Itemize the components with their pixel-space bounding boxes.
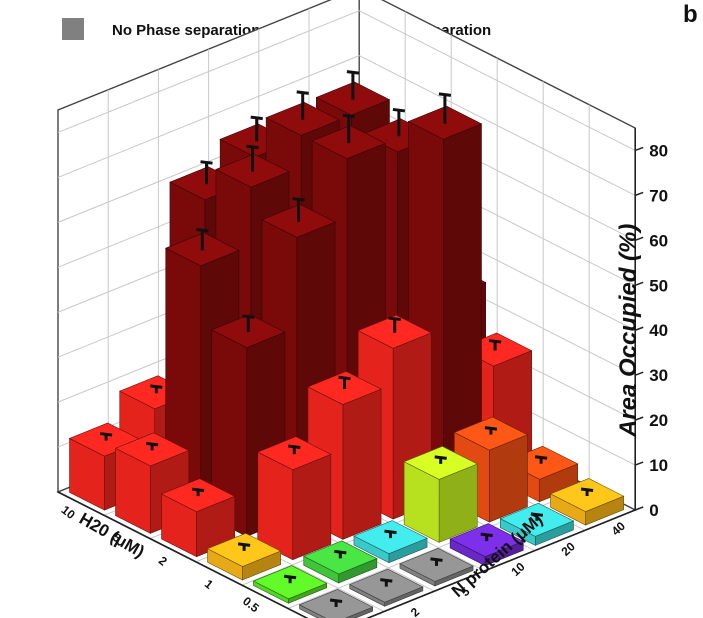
z-tick-label: 60 xyxy=(649,231,668,250)
error-bar-cap xyxy=(392,107,406,113)
error-bar-cap xyxy=(380,578,393,583)
bar xyxy=(298,589,374,618)
z-tick-mark xyxy=(634,281,644,286)
bar xyxy=(206,533,282,581)
bar xyxy=(499,502,575,546)
bar xyxy=(449,523,524,567)
error-bar-cap xyxy=(246,144,259,150)
z-tick-label: 40 xyxy=(649,321,668,340)
z-tick-mark xyxy=(634,416,644,421)
error-bar-cap xyxy=(484,426,498,431)
error-bar-cap xyxy=(388,316,401,322)
error-bar-cap xyxy=(196,228,209,233)
z-tick-label: 70 xyxy=(649,186,668,205)
y-tick-label: 40 xyxy=(609,519,629,539)
no-phase-legend-swatch xyxy=(62,18,84,40)
y-axis-line xyxy=(365,509,636,618)
error-bar-cap xyxy=(342,113,355,119)
error-bar-cap xyxy=(250,115,263,121)
bar xyxy=(453,416,529,523)
error-bar-cap xyxy=(150,384,163,389)
z-tick-label: 50 xyxy=(649,276,668,295)
bar-side-face xyxy=(292,453,332,561)
x-tick-label: 1 xyxy=(202,577,216,592)
x-tick-label: 10 xyxy=(59,503,78,522)
error-bar-cap xyxy=(534,455,548,460)
error-bar-cap xyxy=(438,92,452,97)
z-axis-title: Area Occupied (%) xyxy=(615,224,642,438)
z-tick-mark xyxy=(634,236,644,242)
bar xyxy=(403,445,478,543)
error-bar-cap xyxy=(334,549,347,555)
y-tick-label: 2 xyxy=(408,604,423,618)
error-bar-cap xyxy=(530,512,544,517)
z-tick-mark xyxy=(634,461,644,466)
z-tick-mark xyxy=(634,506,644,511)
y-tick-label: 10 xyxy=(508,559,528,579)
error-bar-cap xyxy=(145,441,159,447)
bar xyxy=(399,548,474,587)
bar xyxy=(160,478,236,558)
y-tick-label: 20 xyxy=(559,539,579,559)
panel-label: b xyxy=(683,1,698,28)
z-tick-label: 10 xyxy=(649,456,668,475)
error-bar-cap xyxy=(338,375,351,381)
error-bar-cap xyxy=(384,529,397,535)
no-phase-legend-label: No Phase separation xyxy=(112,22,260,39)
bar-side-face xyxy=(342,388,382,540)
x-axis-line xyxy=(57,491,309,618)
z-tick-label: 30 xyxy=(649,366,668,385)
error-bar-cap xyxy=(430,557,443,562)
error-bar-cap xyxy=(242,314,255,319)
error-bar-cap xyxy=(283,574,297,580)
error-bar-cap xyxy=(434,455,447,460)
x-tick-label: 2 xyxy=(156,553,170,568)
z-tick-mark xyxy=(634,146,644,152)
bar xyxy=(252,565,328,604)
error-bar-cap xyxy=(99,432,113,437)
error-bar-cap xyxy=(191,487,205,493)
error-bar-cap xyxy=(480,532,493,538)
error-bar-cap xyxy=(296,90,309,95)
bar xyxy=(549,478,625,526)
x-tick-label: 0.5 xyxy=(240,594,262,616)
error-bar-cap xyxy=(580,487,594,493)
z-tick-mark xyxy=(634,371,644,376)
z-tick-label: 80 xyxy=(649,141,668,160)
error-bar-cap xyxy=(200,160,213,165)
error-bar-cap xyxy=(329,598,343,603)
bar xyxy=(257,436,332,561)
bar xyxy=(349,568,424,607)
bar xyxy=(303,540,378,584)
error-bar-cap xyxy=(292,197,305,202)
error-bar-cap xyxy=(288,444,301,450)
z-tick-label: 20 xyxy=(649,411,668,430)
bars-layer xyxy=(68,70,625,618)
bar xyxy=(353,520,428,564)
z-tick-mark xyxy=(634,326,644,331)
error-bar-cap xyxy=(488,339,502,344)
z-tick-mark xyxy=(634,191,644,197)
error-bar-cap xyxy=(346,70,360,75)
z-tick-label: 0 xyxy=(649,501,658,520)
error-bar-cap xyxy=(237,542,251,547)
